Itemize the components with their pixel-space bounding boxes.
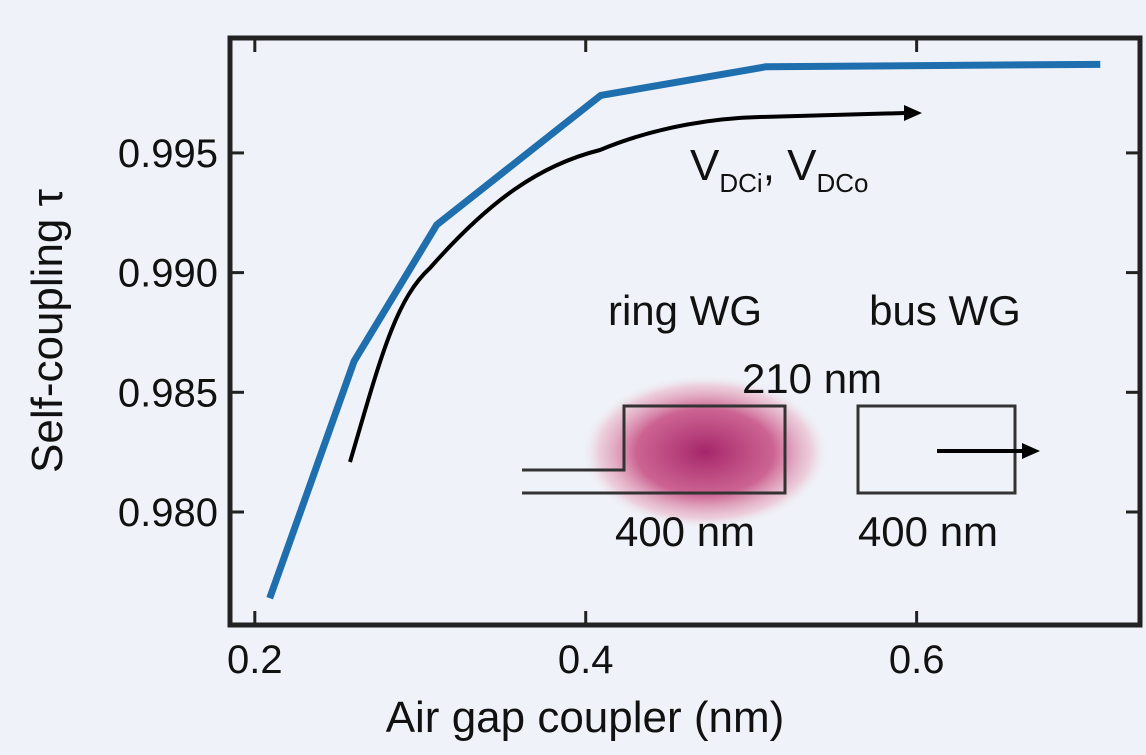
trend-arrow	[348, 111, 906, 463]
inset-label: ring WG	[608, 287, 762, 334]
annotation-part: V	[690, 141, 720, 190]
plot-frame	[227, 35, 1143, 628]
y-tick-label: 0.985	[118, 371, 218, 415]
inset-label: 400 nm	[858, 508, 998, 555]
y-tick-label: 0.990	[118, 252, 218, 296]
x-tick-label: 0.2	[227, 638, 283, 682]
data-line	[266, 60, 1101, 600]
inset-label: 210 nm	[742, 355, 882, 402]
y-tick-label: 0.995	[118, 132, 218, 176]
arrow-head	[1022, 443, 1040, 459]
x-tick-label: 0.4	[558, 638, 614, 682]
annotation-subscript: DCi	[719, 168, 762, 198]
x-tick-label: 0.6	[889, 638, 945, 682]
arrow-head	[904, 105, 922, 121]
inset-label: 400 nm	[615, 508, 755, 555]
mode-profile	[580, 374, 830, 530]
annotation: VDCi, VDCo	[690, 141, 869, 198]
inset: ring WG bus WG 210 nm 400 nm 400 nm	[522, 287, 1040, 555]
annotation-part: , V	[763, 141, 817, 190]
annotation-subscript: DCo	[817, 168, 869, 198]
y-tick-label: 0.980	[118, 491, 218, 535]
y-axis-label: Self-coupling τ	[23, 188, 72, 473]
x-axis-label: Air gap coupler (nm)	[386, 693, 785, 742]
plot-area: 0.2 0.4 0.6 0.980 0.985 0.990 0.995	[118, 38, 1140, 682]
ring-waveguide	[522, 404, 787, 495]
inset-label: bus WG	[869, 287, 1021, 334]
